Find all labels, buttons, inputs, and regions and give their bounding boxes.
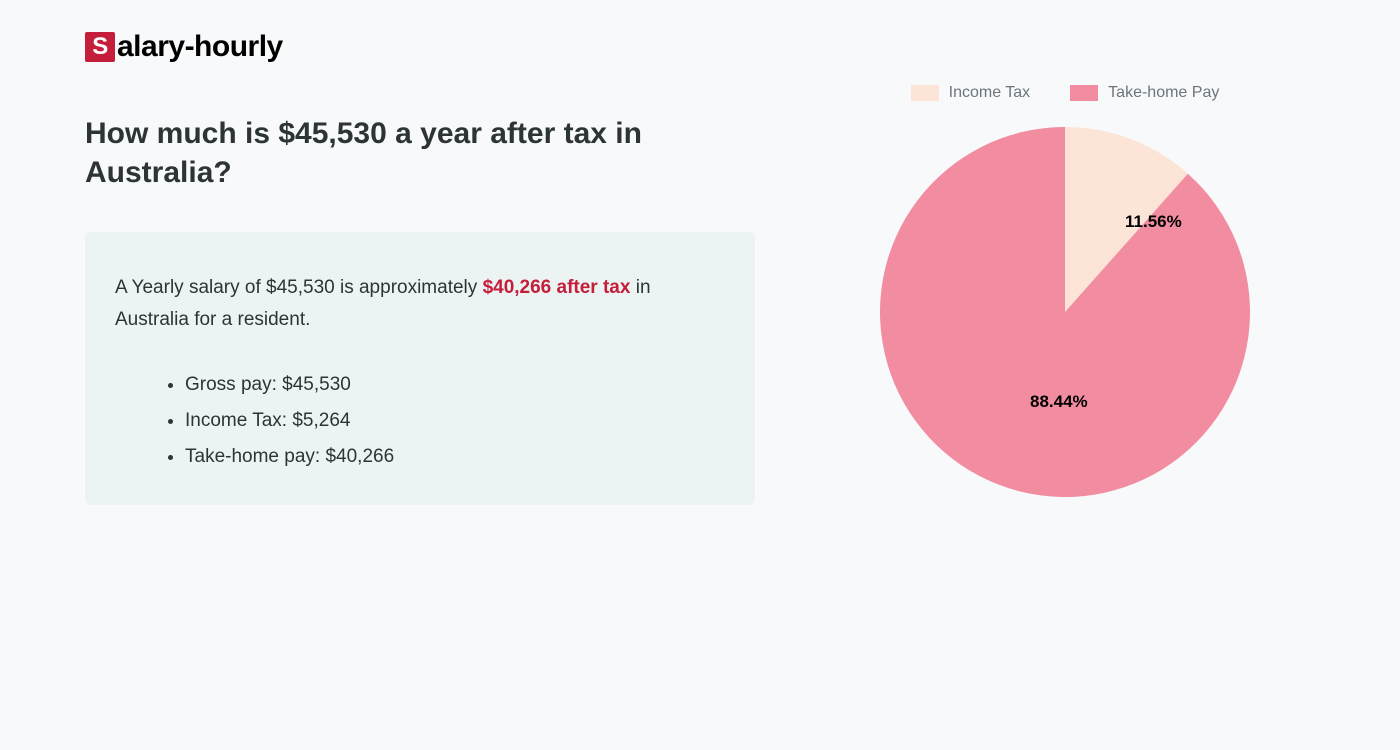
legend-label: Income Tax — [949, 84, 1031, 102]
legend-label: Take-home Pay — [1108, 84, 1219, 102]
breakdown-list: Gross pay: $45,530 Income Tax: $5,264 Ta… — [115, 367, 725, 475]
site-logo: S alary-hourly — [85, 30, 1315, 64]
right-column: Income Tax Take-home Pay 11.56% 88.44% — [815, 84, 1315, 507]
logo-text: alary-hourly — [117, 30, 283, 64]
main-content: How much is $45,530 a year after tax in … — [85, 114, 1315, 507]
pie-slice-label-2: 88.44% — [1030, 392, 1088, 412]
list-item: Gross pay: $45,530 — [185, 367, 725, 403]
pie-chart: 11.56% 88.44% — [880, 117, 1250, 507]
list-item: Income Tax: $5,264 — [185, 403, 725, 439]
chart-legend: Income Tax Take-home Pay — [911, 84, 1220, 102]
list-item: Take-home pay: $40,266 — [185, 439, 725, 475]
pie-svg — [880, 117, 1250, 507]
page-title: How much is $45,530 a year after tax in … — [85, 114, 755, 192]
pie-slice-label-1: 11.56% — [1125, 212, 1182, 232]
legend-swatch-icon — [911, 85, 939, 101]
left-column: How much is $45,530 a year after tax in … — [85, 114, 755, 507]
legend-swatch-icon — [1070, 85, 1098, 101]
info-box: A Yearly salary of $45,530 is approximat… — [85, 232, 755, 505]
summary-text: A Yearly salary of $45,530 is approximat… — [115, 272, 725, 337]
summary-highlight: $40,266 after tax — [483, 277, 631, 298]
legend-item-income-tax: Income Tax — [911, 84, 1031, 102]
legend-item-take-home: Take-home Pay — [1070, 84, 1219, 102]
summary-pre: A Yearly salary of $45,530 is approximat… — [115, 277, 483, 298]
logo-s-icon: S — [85, 32, 115, 62]
